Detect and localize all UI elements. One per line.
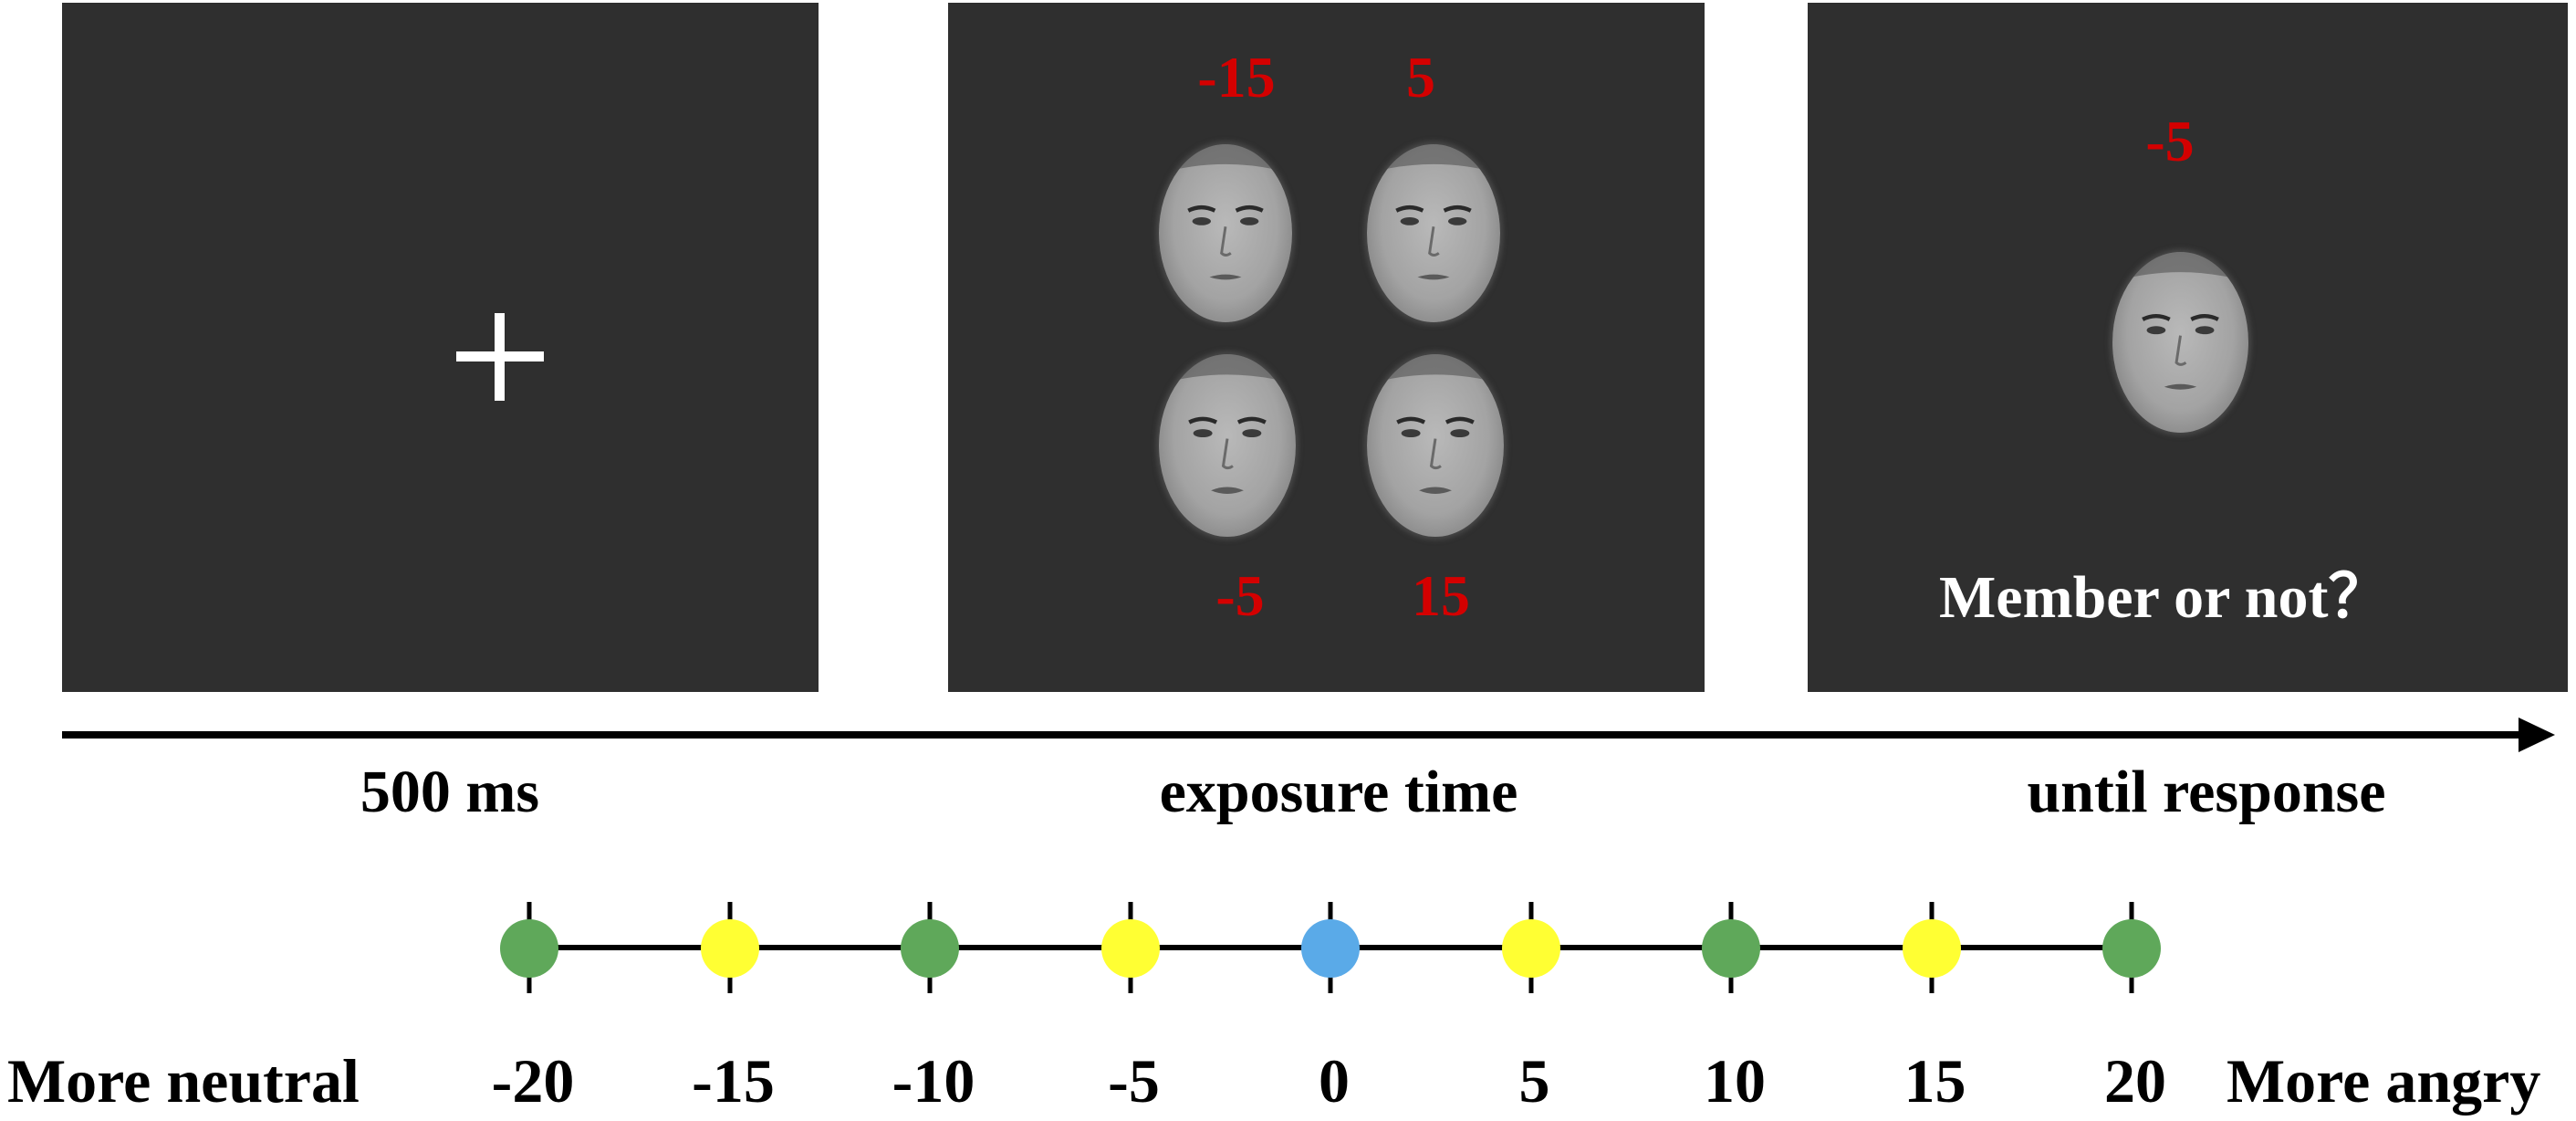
- timeline-label-fixation: 500 ms: [360, 759, 540, 825]
- face-image-probe: [2112, 252, 2248, 433]
- timeline-label-exposure: exposure time: [1159, 759, 1518, 825]
- scale-point-dot: [700, 919, 759, 978]
- face-image-bottom-left: [1159, 354, 1296, 537]
- scale-value-label: -20: [491, 1046, 575, 1116]
- exposure-number-top-left: -15: [1197, 45, 1276, 110]
- scale-value-label: -10: [892, 1046, 975, 1116]
- probe-number: -5: [2145, 109, 2195, 173]
- timeline-arrowhead-icon: [2519, 718, 2555, 752]
- exposure-number-top-right: 5: [1406, 45, 1435, 110]
- scale-point-dot: [1100, 919, 1160, 978]
- exposure-number-bottom-left: -5: [1215, 563, 1265, 628]
- probe-panel: -5: [1808, 3, 2568, 692]
- face-features: [1367, 354, 1504, 494]
- probe-question: Member or not？: [1939, 564, 2389, 631]
- exposure-panel: -15 5: [948, 3, 1705, 692]
- scale-value-label: -15: [692, 1046, 775, 1116]
- scale-right-label: More angry: [2227, 1046, 2541, 1116]
- scale-value-label: 15: [1903, 1046, 1966, 1116]
- timeline-label-response: until response: [2027, 759, 2386, 825]
- scale-point-dot: [500, 919, 558, 978]
- scale-point-dot: [1501, 919, 1560, 978]
- face-features: [1159, 354, 1296, 494]
- face-image-top-left: [1159, 144, 1292, 322]
- scale-value-label: 5: [1518, 1046, 1550, 1116]
- timeline-arrow-line: [62, 731, 2535, 739]
- scale-value-label: -5: [1108, 1046, 1160, 1116]
- face-image-bottom-right: [1367, 354, 1504, 537]
- fixation-panel: [62, 3, 819, 692]
- scale-point-dot: [1702, 919, 1760, 978]
- scale-left-label: More neutral: [7, 1046, 360, 1116]
- face-features: [1159, 144, 1292, 280]
- scale-point-dot: [901, 919, 959, 978]
- face-image-top-right: [1367, 144, 1500, 322]
- fixation-cross-vertical: [495, 313, 505, 401]
- scale-point-dot: [2102, 919, 2161, 978]
- face-features: [1367, 144, 1500, 280]
- exposure-number-bottom-right: 15: [1412, 563, 1470, 628]
- face-features: [2112, 252, 2248, 390]
- scale-point-dot: [1301, 919, 1360, 978]
- scale-value-label: 10: [1704, 1046, 1766, 1116]
- scale-point-dot: [1902, 919, 1961, 978]
- scale-value-label: 0: [1319, 1046, 1350, 1116]
- scale-value-label: 20: [2104, 1046, 2166, 1116]
